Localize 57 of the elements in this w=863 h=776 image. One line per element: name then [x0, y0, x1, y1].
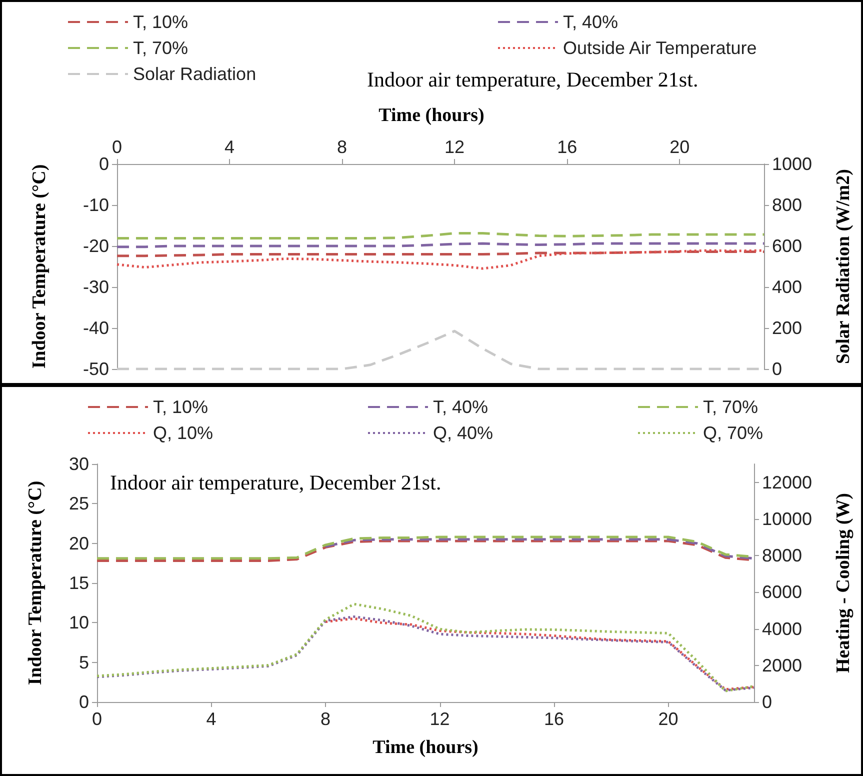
y-tick-label: -20: [82, 236, 109, 256]
x-tick-label: 0: [112, 137, 122, 157]
legend-label: Q, 10%: [153, 423, 214, 443]
line-series: [324, 617, 756, 691]
y-tick-label: -40: [82, 318, 109, 338]
y-tick-label: 15: [68, 573, 89, 593]
y2-tick-label: 0: [772, 359, 782, 379]
x-tick-label: 20: [658, 709, 678, 729]
y2-axis-title: Solar Radiation (W/m2): [833, 169, 854, 364]
y2-tick-label: 800: [772, 195, 802, 215]
legend-label: T, 40%: [433, 397, 488, 417]
y-tick-label: -10: [82, 195, 109, 215]
x-tick-label: 16: [557, 137, 578, 157]
y-tick-label: 30: [68, 454, 89, 474]
x-tick-label: 4: [206, 709, 216, 729]
x-tick-label: 12: [430, 709, 450, 729]
x-axis-title: Time (hours): [378, 105, 484, 126]
legend-label: T, 40%: [563, 12, 618, 32]
legend-label: T, 10%: [133, 12, 188, 32]
legend-label: Q, 40%: [433, 423, 494, 443]
x-tick-label: 16: [544, 709, 564, 729]
y2-tick-label: 2000: [762, 655, 802, 676]
y2-axis-title: Heating - Cooling (W): [833, 493, 854, 673]
legend-label: Outside Air Temperature: [563, 38, 757, 58]
legend-label: T, 10%: [153, 397, 208, 417]
y2-tick-label: 10000: [762, 508, 812, 529]
x-tick-label: 8: [337, 137, 348, 157]
y-tick-label: 10: [68, 612, 89, 633]
y2-tick-label: 12000: [762, 472, 812, 492]
y2-tick-label: 8000: [762, 546, 802, 566]
y-axis-title: Indoor Temperature (°C): [25, 480, 46, 686]
chart-title: Indoor air temperature, December 21st.: [367, 68, 698, 92]
y2-tick-label: 1000: [772, 154, 812, 174]
legend-label: Solar Radiation: [133, 64, 256, 84]
legend-label: Q, 70%: [703, 423, 764, 443]
y-tick-label: -50: [82, 359, 109, 379]
x-tick-label: 12: [444, 137, 465, 157]
y2-tick-label: 600: [772, 236, 802, 256]
y-tick-label: -30: [82, 277, 109, 297]
y-tick-label: 25: [68, 494, 89, 514]
x-tick-label: 8: [320, 709, 331, 729]
y2-tick-label: 400: [772, 277, 802, 297]
y-tick-label: 5: [78, 652, 89, 672]
legend-label: T, 70%: [133, 38, 188, 58]
x-tick-label: 4: [224, 137, 235, 157]
y2-tick-label: 4000: [762, 618, 802, 639]
y-tick-label: 0: [98, 154, 109, 174]
y-axis-title: Indoor Temperature (°C): [29, 164, 50, 369]
x-axis-title: Time (hours): [372, 737, 478, 758]
y-tick-label: 20: [68, 533, 89, 554]
legend-label: T, 70%: [703, 397, 758, 417]
x-tick-label: 20: [670, 137, 690, 157]
y-tick-label: 0: [78, 692, 89, 712]
y2-tick-label: 0: [762, 692, 772, 712]
y2-tick-label: 200: [772, 318, 802, 338]
y2-tick-label: 6000: [762, 582, 802, 602]
chart-title: Indoor air temperature, December 21st.: [110, 470, 442, 494]
